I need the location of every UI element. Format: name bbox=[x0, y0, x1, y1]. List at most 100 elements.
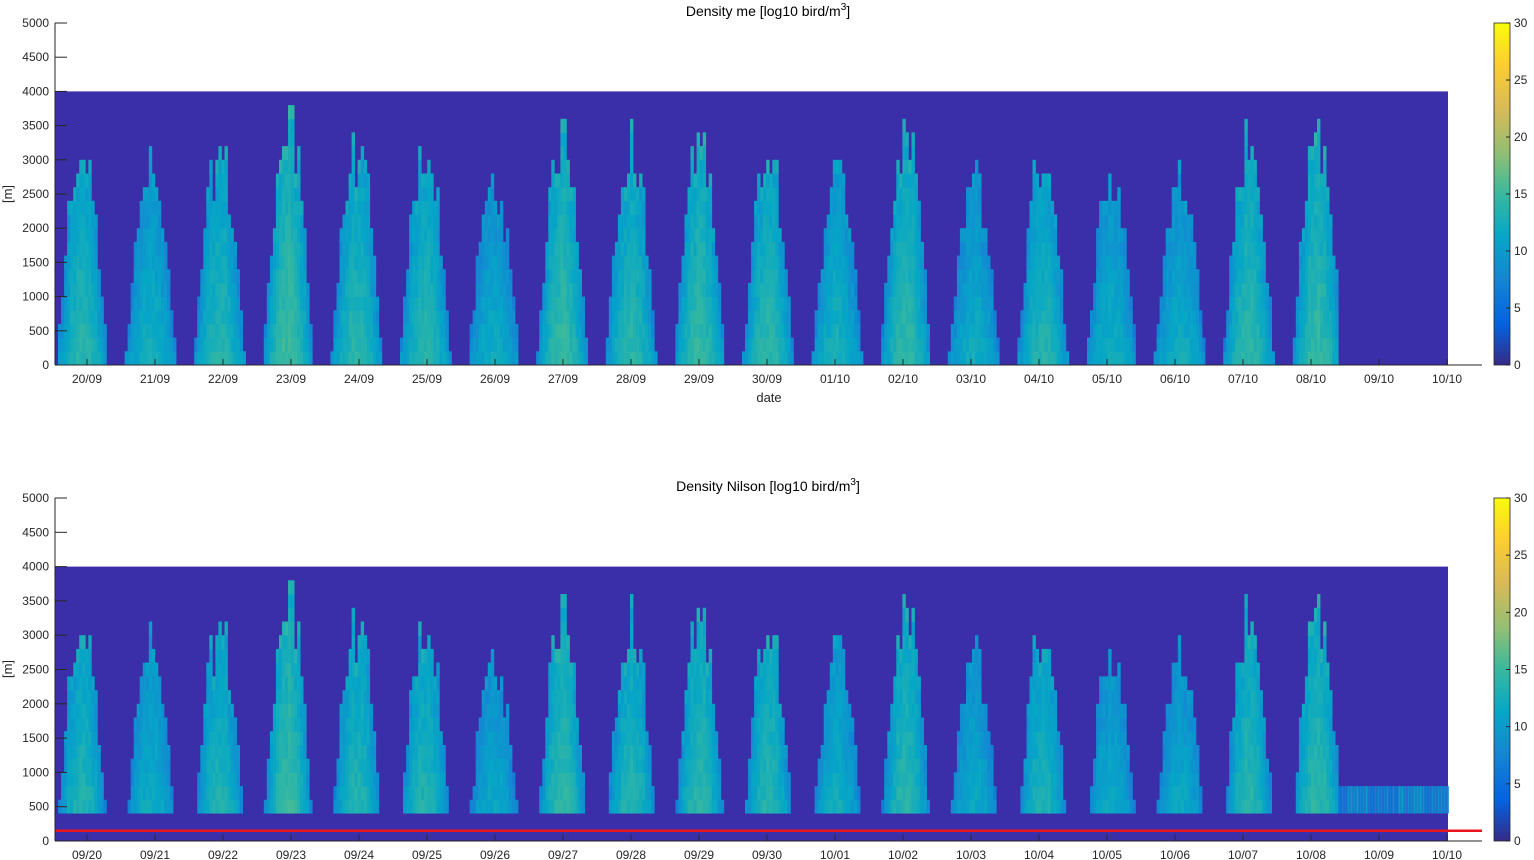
heatmap-cell bbox=[509, 745, 513, 760]
heatmap-cell bbox=[82, 200, 86, 215]
heatmap-cell bbox=[1026, 241, 1030, 256]
heatmap-cell bbox=[993, 310, 997, 325]
heatmap-cell bbox=[348, 786, 352, 801]
heatmap-cell bbox=[406, 786, 410, 801]
heatmap-cell bbox=[97, 310, 101, 325]
heatmap-cell bbox=[645, 269, 649, 284]
heatmap-cell bbox=[908, 255, 912, 270]
heatmap-cell bbox=[1050, 241, 1055, 256]
heatmap-cell bbox=[681, 296, 685, 311]
heatmap-cell bbox=[1323, 159, 1327, 174]
heatmap-cell bbox=[1307, 173, 1312, 188]
heatmap-cell bbox=[905, 173, 909, 188]
heatmap-cell bbox=[627, 772, 631, 787]
heatmap-cell bbox=[1304, 214, 1309, 229]
heatmap-cell bbox=[345, 758, 349, 773]
heatmap-cell bbox=[91, 214, 95, 229]
heatmap-cell bbox=[563, 282, 567, 297]
heatmap-cell bbox=[375, 337, 380, 352]
heatmap-cell bbox=[1183, 200, 1188, 215]
heatmap-cell bbox=[763, 173, 767, 188]
heatmap-cell bbox=[766, 173, 770, 188]
heatmap-cell bbox=[1035, 200, 1039, 215]
heatmap-cell bbox=[551, 255, 555, 270]
heatmap-cell bbox=[496, 758, 501, 773]
heatmap-cell bbox=[505, 296, 510, 311]
heatmap-cell bbox=[1099, 200, 1103, 215]
heatmap-cell bbox=[151, 662, 156, 677]
heatmap-cell bbox=[164, 745, 168, 760]
heatmap-cell bbox=[366, 187, 371, 202]
heatmap-cell bbox=[484, 200, 489, 215]
heatmap-cell bbox=[1250, 214, 1254, 229]
heatmap-cell bbox=[1044, 255, 1048, 270]
heatmap-cell bbox=[962, 296, 967, 311]
heatmap-cell bbox=[1259, 351, 1263, 366]
heatmap-cell bbox=[751, 241, 755, 256]
heatmap-cell bbox=[351, 799, 355, 814]
heatmap-cell bbox=[551, 648, 555, 663]
heatmap-cell bbox=[575, 282, 579, 297]
heatmap-cell bbox=[911, 214, 915, 229]
heatmap-cell bbox=[145, 690, 150, 705]
heatmap-cell bbox=[754, 717, 758, 732]
heatmap-cell bbox=[969, 337, 973, 352]
heatmap-cell bbox=[554, 173, 558, 188]
heatmap-cell bbox=[136, 731, 141, 746]
heatmap-cell bbox=[151, 351, 156, 366]
heatmap-cell bbox=[88, 676, 92, 691]
heatmap-cell bbox=[645, 310, 649, 325]
heatmap-cell bbox=[548, 758, 552, 773]
heatmap-cell bbox=[212, 799, 216, 814]
heatmap-cell bbox=[620, 703, 625, 718]
heatmap-cell bbox=[956, 324, 961, 339]
heatmap-cell bbox=[1041, 351, 1045, 366]
heatmap-cell bbox=[73, 214, 77, 229]
heatmap-cell bbox=[763, 690, 767, 705]
heatmap-cell bbox=[684, 282, 688, 297]
heatmap-cell bbox=[693, 717, 697, 732]
heatmap-cell bbox=[73, 799, 77, 814]
heatmap-cell bbox=[1320, 200, 1324, 215]
heatmap-cell bbox=[914, 269, 918, 284]
heatmap-cell bbox=[648, 324, 652, 339]
heatmap-cell bbox=[418, 703, 422, 718]
heatmap-cell bbox=[633, 351, 637, 366]
heatmap-cell bbox=[418, 676, 422, 691]
heatmap-cell bbox=[1307, 214, 1312, 229]
heatmap-cell bbox=[1026, 351, 1030, 366]
heatmap-cell bbox=[702, 799, 707, 814]
heatmap-cell bbox=[145, 703, 150, 718]
heatmap-cell bbox=[285, 690, 289, 705]
heatmap-cell bbox=[1177, 337, 1182, 352]
heatmap-cell bbox=[436, 255, 440, 270]
heatmap-cell bbox=[1262, 269, 1266, 284]
heatmap-cell bbox=[427, 310, 431, 325]
heatmap-cell bbox=[1123, 255, 1127, 270]
heatmap-cell bbox=[154, 296, 159, 311]
heatmap-cell bbox=[148, 786, 153, 801]
heatmap-cell bbox=[684, 214, 688, 229]
heatmap-cell bbox=[133, 758, 138, 773]
heatmap-cell bbox=[714, 731, 719, 746]
heatmap-cell bbox=[554, 717, 558, 732]
heatmap-cell bbox=[493, 799, 498, 814]
heatmap-cell bbox=[442, 282, 446, 297]
heatmap-cell bbox=[1165, 241, 1170, 256]
heatmap-cell bbox=[1171, 324, 1176, 339]
heatmap-cell bbox=[693, 187, 697, 202]
heatmap-cell bbox=[221, 241, 225, 256]
heatmap-cell bbox=[699, 255, 703, 270]
heatmap-cell bbox=[708, 296, 713, 311]
heatmap-cell bbox=[415, 228, 419, 243]
heatmap-cell bbox=[70, 296, 74, 311]
heatmap-cell bbox=[838, 214, 843, 229]
heatmap-cell bbox=[481, 228, 486, 243]
heatmap-cell bbox=[79, 324, 83, 339]
heatmap-cell bbox=[557, 717, 561, 732]
heatmap-cell bbox=[342, 241, 346, 256]
heatmap-cell bbox=[85, 690, 89, 705]
heatmap-cell bbox=[282, 159, 286, 174]
heatmap-cell bbox=[639, 772, 643, 787]
heatmap-cell bbox=[950, 324, 955, 339]
